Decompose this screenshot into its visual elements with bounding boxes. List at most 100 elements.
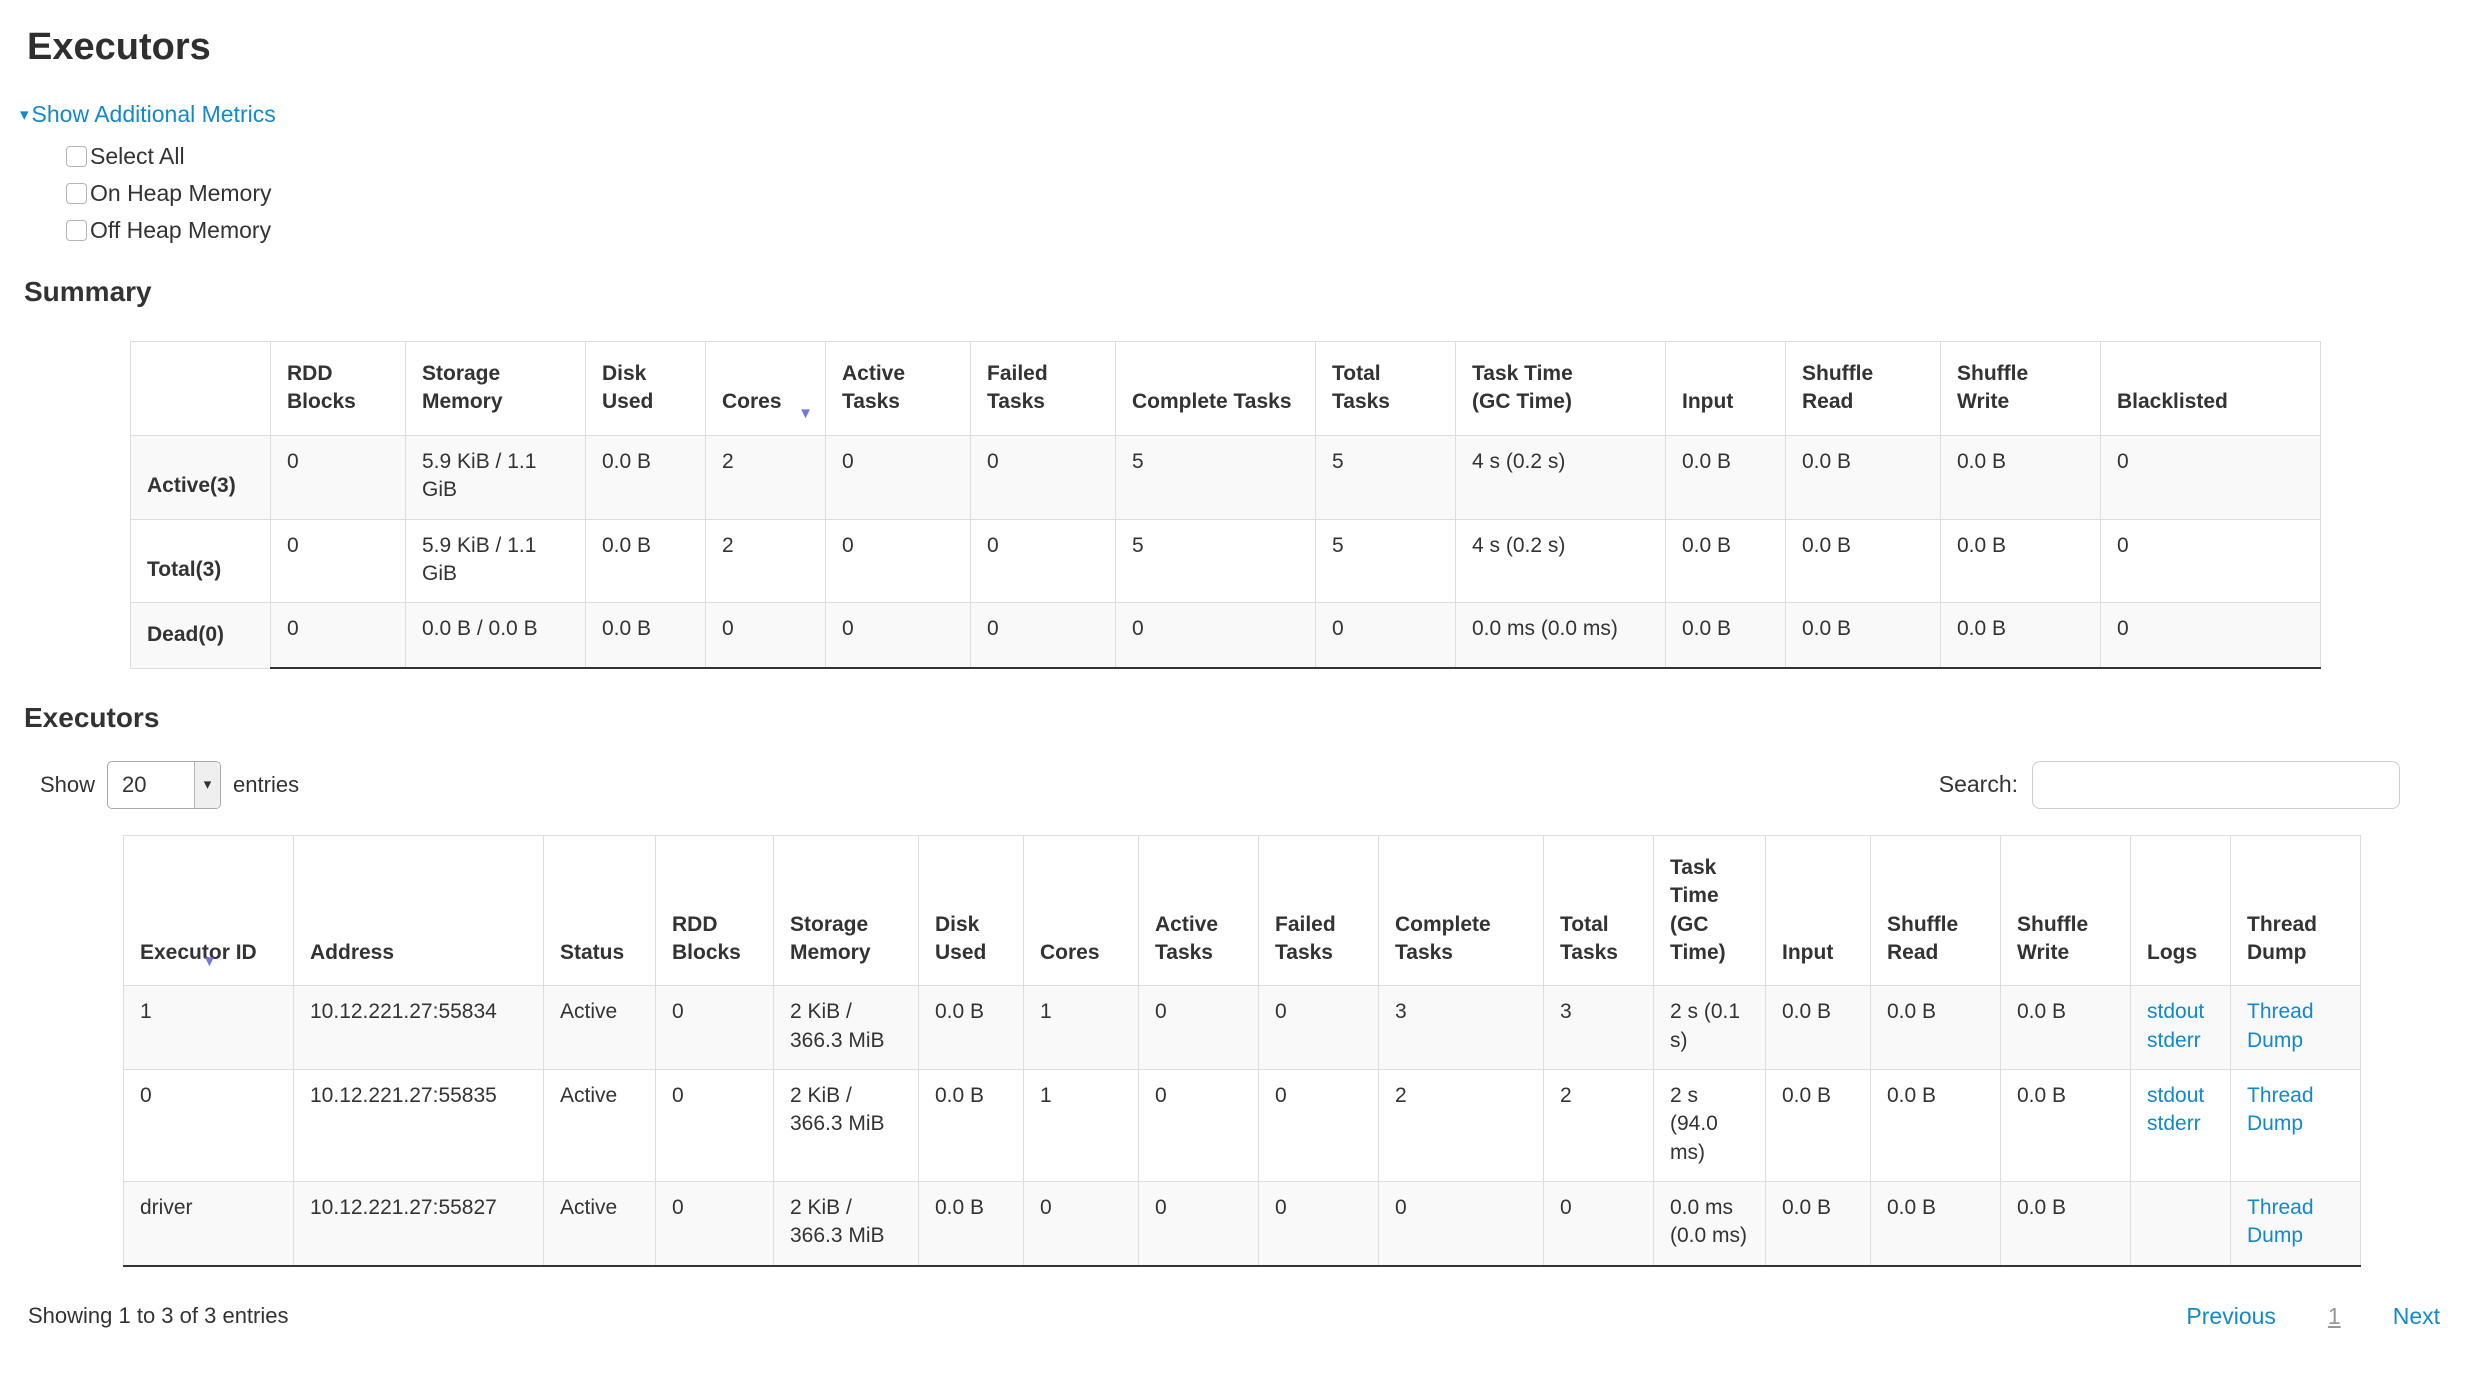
col-storage-memory[interactable]: Storage Memory bbox=[773, 834, 919, 987]
col-rdd-blocks[interactable]: RDD Blocks bbox=[655, 834, 774, 987]
summary-col-shuffle-read[interactable]: Shuffle Read bbox=[1785, 341, 1941, 436]
summary-cell: 0 bbox=[970, 434, 1116, 520]
show-additional-metrics-label: Show Additional Metrics bbox=[31, 101, 276, 128]
checkbox-label: On Heap Memory bbox=[90, 180, 272, 207]
pagination-previous[interactable]: Previous bbox=[2186, 1302, 2276, 1329]
show-additional-metrics-toggle[interactable]: ▾ Show Additional Metrics bbox=[20, 99, 276, 130]
cell: 0.0 B bbox=[1765, 1068, 1871, 1182]
col-status[interactable]: Status bbox=[543, 834, 656, 987]
col-complete-tasks[interactable]: Complete Tasks bbox=[1378, 834, 1544, 987]
summary-cell: 0.0 B bbox=[1785, 602, 1941, 670]
cell: 0 bbox=[1138, 1180, 1259, 1267]
col-logs[interactable]: Logs bbox=[2130, 834, 2231, 987]
summary-col-blank[interactable] bbox=[130, 341, 271, 436]
cell-status: Active bbox=[543, 1180, 656, 1267]
summary-col-disk-used[interactable]: Disk Used bbox=[585, 341, 706, 436]
cell: 0.0 B bbox=[918, 1180, 1024, 1267]
checkbox-icon[interactable] bbox=[66, 146, 87, 168]
checkbox-select-all[interactable]: Select All bbox=[66, 138, 185, 175]
cell: 2 KiB / 366.3 MiB bbox=[773, 985, 919, 1070]
thread-dump-link[interactable]: Thread Dump bbox=[2247, 1000, 2314, 1052]
cell: 0 bbox=[1258, 985, 1379, 1070]
checkbox-off-heap-memory[interactable]: Off Heap Memory bbox=[66, 212, 271, 249]
cell: 0.0 B bbox=[918, 985, 1024, 1070]
summary-cell: 0 bbox=[970, 602, 1116, 670]
executors-table: Executor ID ▼ Address Status RDD Blocks … bbox=[123, 834, 2361, 1267]
summary-col-total-tasks[interactable]: Total Tasks bbox=[1315, 341, 1456, 436]
search-control: Search: bbox=[1939, 760, 2400, 809]
summary-col-cores[interactable]: Cores ▼ bbox=[705, 341, 826, 436]
cell: 0.0 B bbox=[1765, 985, 1871, 1070]
cell: 3 bbox=[1378, 985, 1544, 1070]
summary-col-storage-memory[interactable]: Storage Memory bbox=[405, 341, 586, 436]
summary-col-shuffle-write[interactable]: Shuffle Write bbox=[1940, 341, 2101, 436]
summary-col-task-time[interactable]: Task Time (GC Time) bbox=[1455, 341, 1666, 436]
col-disk-used[interactable]: Disk Used bbox=[918, 834, 1024, 987]
checkbox-on-heap-memory[interactable]: On Heap Memory bbox=[66, 175, 272, 212]
summary-cell: 5.9 KiB / 1.1 GiB bbox=[405, 518, 586, 604]
cell-logs: stdout stderr bbox=[2130, 985, 2231, 1070]
stdout-link[interactable]: stdout bbox=[2147, 1083, 2205, 1107]
summary-cell: 0.0 B bbox=[1665, 434, 1786, 520]
cell-executor-id: driver bbox=[123, 1180, 294, 1267]
col-executor-id[interactable]: Executor ID ▼ bbox=[123, 834, 294, 987]
col-address[interactable]: Address bbox=[293, 834, 544, 987]
summary-cell: 2 bbox=[705, 434, 826, 520]
executors-heading: Executors bbox=[24, 702, 160, 734]
cell: 0 bbox=[1378, 1180, 1544, 1267]
summary-col-cores-label: Cores bbox=[722, 390, 782, 414]
stderr-link[interactable]: stderr bbox=[2147, 1112, 2201, 1136]
col-total-tasks[interactable]: Total Tasks bbox=[1543, 834, 1654, 987]
cell-executor-id: 0 bbox=[123, 1068, 294, 1182]
cell: 0.0 B bbox=[2000, 1180, 2131, 1267]
pagination-next[interactable]: Next bbox=[2392, 1302, 2440, 1329]
col-active-tasks[interactable]: Active Tasks bbox=[1138, 834, 1259, 987]
cell: 0 bbox=[1258, 1180, 1379, 1267]
summary-row-dead: Dead(0) 0 0.0 B / 0.0 B 0.0 B 0 0 0 0 0 … bbox=[130, 602, 2321, 670]
col-shuffle-write[interactable]: Shuffle Write bbox=[2000, 834, 2131, 987]
summary-cell: 0 bbox=[2100, 434, 2321, 520]
cell-status: Active bbox=[543, 1068, 656, 1182]
summary-cell: 0.0 B bbox=[1665, 602, 1786, 670]
cell: 0.0 B bbox=[1765, 1180, 1871, 1267]
summary-col-blacklisted[interactable]: Blacklisted bbox=[2100, 341, 2321, 436]
summary-cell: 0 bbox=[825, 518, 971, 604]
table-controls: Show 20 ▾ entries Search: bbox=[40, 760, 2400, 809]
summary-cell: 0 bbox=[970, 518, 1116, 604]
col-input[interactable]: Input bbox=[1765, 834, 1871, 987]
checkbox-icon[interactable] bbox=[66, 183, 87, 205]
cell-thread-dump: Thread Dump bbox=[2230, 985, 2361, 1070]
search-input[interactable] bbox=[2032, 760, 2400, 809]
summary-cell: 0.0 B bbox=[585, 434, 706, 520]
summary-col-failed-tasks[interactable]: Failed Tasks bbox=[970, 341, 1116, 436]
summary-col-input[interactable]: Input bbox=[1665, 341, 1786, 436]
col-shuffle-read[interactable]: Shuffle Read bbox=[1870, 834, 2001, 987]
pagination-page-1[interactable]: 1 bbox=[2327, 1302, 2341, 1329]
cell-thread-dump: Thread Dump bbox=[2230, 1180, 2361, 1267]
summary-row-active: Active(3) 0 5.9 KiB / 1.1 GiB 0.0 B 2 0 … bbox=[130, 434, 2321, 520]
cell: 0 bbox=[655, 985, 774, 1070]
sort-desc-icon: ▼ bbox=[798, 404, 813, 422]
summary-cell: 0.0 B bbox=[1940, 518, 2101, 604]
col-task-time[interactable]: Task Time (GC Time) bbox=[1653, 834, 1766, 987]
thread-dump-link[interactable]: Thread Dump bbox=[2247, 1195, 2314, 1248]
checkbox-icon[interactable] bbox=[66, 220, 87, 242]
show-label: Show bbox=[40, 772, 96, 797]
thread-dump-link[interactable]: Thread Dump bbox=[2247, 1083, 2314, 1136]
col-thread-dump[interactable]: Thread Dump bbox=[2230, 834, 2361, 987]
summary-col-complete-tasks[interactable]: Complete Tasks bbox=[1115, 341, 1316, 436]
summary-cell: 5.9 KiB / 1.1 GiB bbox=[405, 434, 586, 520]
stderr-link[interactable]: stderr bbox=[2147, 1028, 2201, 1052]
cell-thread-dump: Thread Dump bbox=[2230, 1068, 2361, 1182]
stdout-link[interactable]: stdout bbox=[2147, 1000, 2205, 1024]
cell: 0 bbox=[1543, 1180, 1654, 1267]
cell: 0.0 B bbox=[1870, 1180, 2001, 1267]
page-size-select[interactable]: 20 ▾ bbox=[107, 760, 222, 809]
summary-col-active-tasks[interactable]: Active Tasks bbox=[825, 341, 971, 436]
summary-col-rdd-blocks[interactable]: RDD Blocks bbox=[270, 341, 406, 436]
col-failed-tasks[interactable]: Failed Tasks bbox=[1258, 834, 1379, 987]
summary-cell: 0.0 B bbox=[585, 518, 706, 604]
col-cores[interactable]: Cores bbox=[1023, 834, 1139, 987]
cell: 0 bbox=[655, 1068, 774, 1182]
checkbox-label: Select All bbox=[90, 143, 185, 170]
